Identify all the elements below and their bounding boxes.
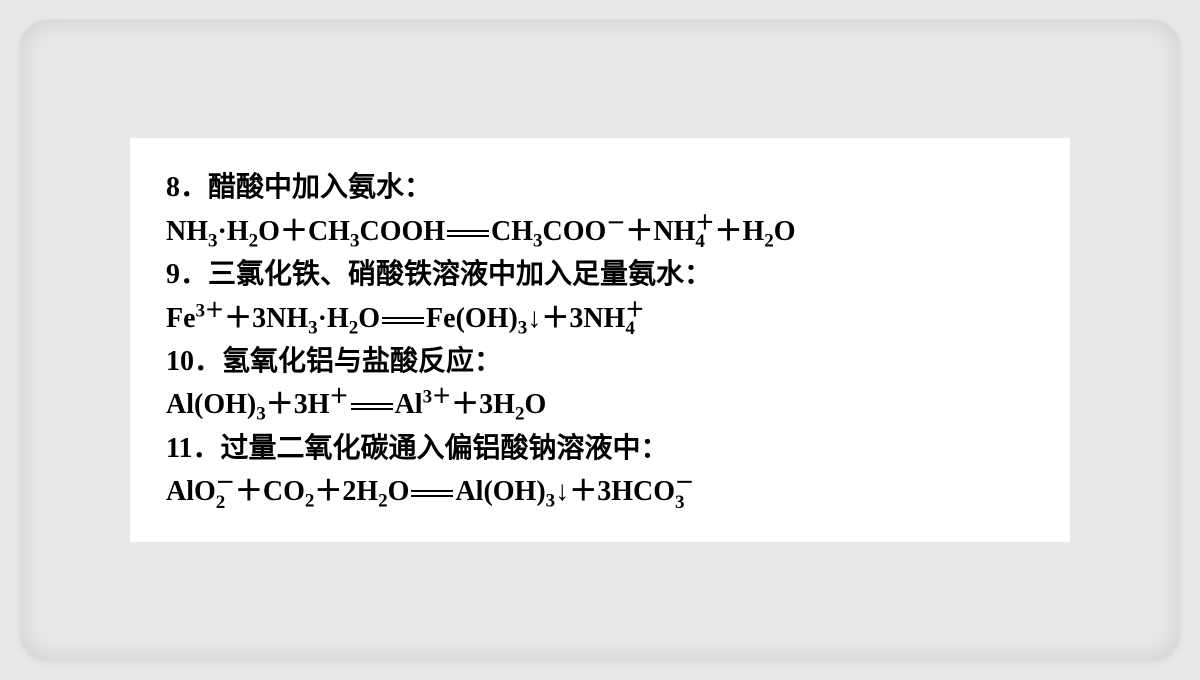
num-10: 10 <box>166 346 194 377</box>
eq9-3nh: 3NH <box>252 303 308 334</box>
down-arrow-2: ↓ <box>555 476 569 507</box>
eq10-3h2o: 3H <box>479 389 515 420</box>
title-8: 醋酸中加入氨水： <box>208 172 432 203</box>
equation-9: Fe3＋＋3NH3·H2OFe(OH)3↓＋3NH＋4 <box>166 297 1034 340</box>
equals-sign-2 <box>382 317 424 324</box>
equation-8: NH3·H2O＋CH3COOHCH3COO－＋NH＋4＋H2O <box>166 210 1034 253</box>
title-10: 氢氧化铝与盐酸反应： <box>222 346 502 377</box>
item-9-title: 9．三氯化铁、硝酸铁溶液中加入足量氨水： <box>166 253 1034 296</box>
eq11-o: O <box>388 476 410 507</box>
item-10-title: 10．氢氧化铝与盐酸反应： <box>166 340 1034 383</box>
eq10-al: Al <box>395 389 423 420</box>
eq9-fe: Fe <box>166 303 196 334</box>
title-11: 过量二氧化碳通入偏铝酸钠溶液中： <box>220 433 668 464</box>
equals-sign <box>447 230 489 237</box>
sub2b: 2 <box>764 230 774 251</box>
eq11-alo: AlO <box>166 476 216 507</box>
eq8-cooh: COOH <box>359 216 445 247</box>
eq8-coo: COO <box>543 216 607 247</box>
eq11-3hco: 3HCO <box>597 476 675 507</box>
item-11-title: 11．过量二氧化碳通入偏铝酸钠溶液中： <box>166 427 1034 470</box>
eq10-3h: 3H <box>294 389 330 420</box>
slide-card: 8．醋酸中加入氨水： NH3·H2O＋CH3COOHCH3COO－＋NH＋4＋H… <box>20 20 1180 660</box>
sub2e: 2 <box>305 491 315 512</box>
eq8-ch2: CH <box>491 216 533 247</box>
eq8-o: O <box>258 216 280 247</box>
eq8-h: H <box>227 216 249 247</box>
item-8-title: 8．醋酸中加入氨水： <box>166 166 1034 209</box>
content-box: 8．醋酸中加入氨水： NH3·H2O＋CH3COOHCH3COO－＋NH＋4＋H… <box>130 138 1070 541</box>
sup-plus-2: ＋ <box>330 387 349 408</box>
alo2-charge: －2 <box>216 479 235 508</box>
sub3f: 3 <box>256 404 266 425</box>
eq10-aloh: Al(OH) <box>166 389 256 420</box>
eq11-2h2o: 2H <box>342 476 378 507</box>
eq9-o: O <box>358 303 380 334</box>
eq8-h2: H <box>742 216 764 247</box>
num-8: 8 <box>166 172 180 203</box>
equals-sign-4 <box>411 490 453 497</box>
eq8-nh4: NH <box>653 216 695 247</box>
sub3e: 3 <box>518 317 528 338</box>
num-11: 11 <box>166 433 192 464</box>
eq11-co: CO <box>263 476 305 507</box>
eq9-3nh4: 3NH <box>569 303 625 334</box>
eq9-h: H <box>327 303 349 334</box>
sub3: 3 <box>208 230 218 251</box>
sub3c: 3 <box>533 230 543 251</box>
eq8-nh: NH <box>166 216 208 247</box>
eq8-ch: CH <box>308 216 350 247</box>
nh4-charge-2: ＋4 <box>625 306 644 335</box>
eq8-o2: O <box>774 216 796 247</box>
eq9-feoh: Fe(OH) <box>426 303 518 334</box>
sup-minus: － <box>606 214 625 235</box>
nh4-charge: ＋4 <box>695 219 714 248</box>
title-9: 三氯化铁、硝酸铁溶液中加入足量氨水： <box>208 259 712 290</box>
sub2c: 2 <box>349 317 359 338</box>
sub2: 2 <box>249 230 259 251</box>
num-9: 9 <box>166 259 180 290</box>
eq11-aloh: Al(OH) <box>455 476 545 507</box>
down-arrow: ↓ <box>527 303 541 334</box>
sub3d: 3 <box>308 317 318 338</box>
sub3g: 3 <box>546 491 556 512</box>
eq10-3p: 3＋ <box>423 387 452 408</box>
hco3-charge: －3 <box>675 479 694 508</box>
equals-sign-3 <box>351 403 393 410</box>
eq9-3p: 3＋ <box>196 300 225 321</box>
sub2f: 2 <box>378 491 388 512</box>
eq10-o: O <box>524 389 546 420</box>
equation-10: Al(OH)3＋3H＋Al3＋＋3H2O <box>166 383 1034 426</box>
equation-11: AlO－2＋CO2＋2H2OAl(OH)3↓＋3HCO－3 <box>166 470 1034 513</box>
